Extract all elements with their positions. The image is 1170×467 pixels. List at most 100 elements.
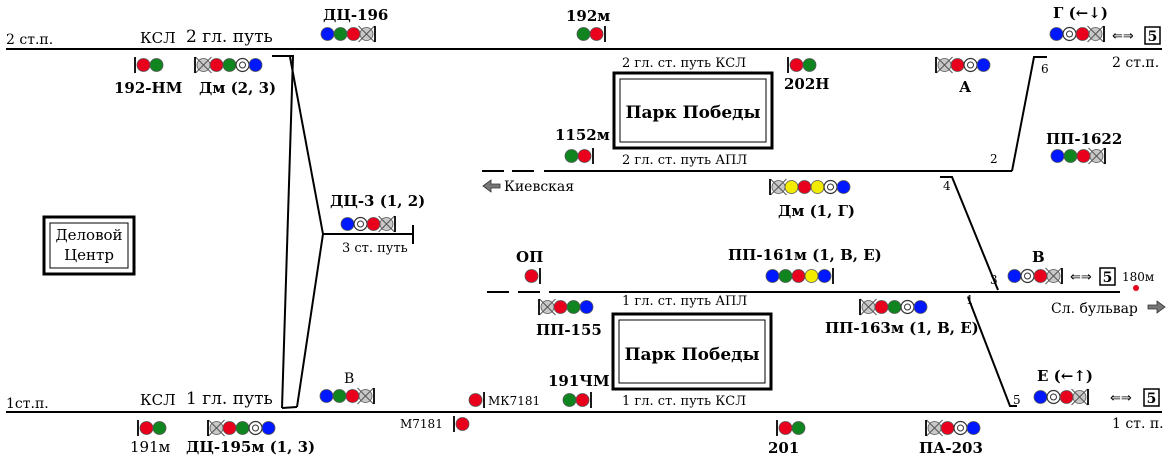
cross-mark: [358, 25, 375, 43]
track-3-label: 3 ст. путь: [342, 241, 408, 256]
station-track-2-apl-label: 2 гл. ст. путь АПЛ: [622, 153, 747, 168]
green-lamp: [222, 58, 237, 72]
red-lamp: [136, 58, 151, 72]
signal-label-v-right: В: [1032, 248, 1045, 266]
red-lamp: [1033, 269, 1048, 283]
delovoy-label-1: Деловой: [55, 226, 122, 244]
cross-mark: [1071, 388, 1088, 406]
signal-pp163: [859, 298, 928, 316]
red-lamp: [577, 149, 592, 163]
signal-pp161: [765, 268, 834, 284]
blue-lamp: [261, 421, 276, 435]
blue-lamp: [836, 180, 851, 194]
white-lamp: [248, 420, 263, 436]
switch-6-number: 6: [1041, 62, 1049, 76]
ksl-bottom-label: КСЛ: [140, 391, 176, 409]
signal-m7181: [453, 416, 470, 432]
station-track-1-apl-label: 1 гл. ст. путь АПЛ: [622, 294, 747, 309]
signal-191m: [137, 420, 167, 436]
green-lamp: [887, 300, 902, 314]
blue-lamp: [248, 58, 263, 72]
signal-dc3: [340, 215, 396, 233]
switch-4-number: 4: [943, 179, 951, 193]
signal-dc195: [207, 419, 276, 437]
signal-dm1g: [769, 178, 851, 196]
crossover-left-upper: [272, 55, 295, 409]
signal-labels: ДЦ-196 192м Г (←↓) 192-НМ Дм (2, 3) 202Н…: [114, 4, 1122, 457]
ksl-top-label: КСЛ: [140, 29, 176, 47]
signal-dc196: [320, 25, 376, 43]
signal-op: [524, 268, 541, 284]
blue-lamp: [1049, 27, 1064, 41]
red-lamp: [468, 393, 483, 407]
green-lamp: [791, 421, 806, 435]
green-lamp: [564, 149, 579, 163]
blue-lamp: [1050, 149, 1065, 163]
signal-label-202n: 202Н: [784, 75, 829, 93]
left-bottom-track-label: 1ст.п.: [6, 396, 49, 412]
yellow-lamp: [784, 180, 799, 194]
red-lamp: [455, 417, 470, 431]
indicator-v-number: 5: [1103, 270, 1113, 286]
main-track-1-label: 1 гл. путь: [186, 389, 273, 409]
red-lamp: [209, 58, 224, 72]
white-lamp-ring: [904, 303, 911, 311]
signal-label-191m: 191м: [130, 438, 171, 456]
green-lamp: [802, 58, 817, 72]
cross-mark: [378, 215, 395, 233]
indicator-v: ⇐⇒ 5: [1070, 267, 1116, 286]
double-arrow-icon: ⇐⇒: [1110, 391, 1132, 406]
white-lamp-ring: [252, 424, 259, 432]
switch-5-number: 5: [1013, 393, 1021, 407]
signal-g: [1049, 25, 1105, 43]
green-lamp: [149, 58, 164, 72]
signal-label-op: ОП: [516, 248, 543, 266]
tracks: [6, 48, 1162, 413]
cross-mark: [539, 298, 556, 316]
signal-label-a: А: [959, 78, 972, 96]
red-lamp: [139, 421, 154, 435]
signal-label-192nm: 192-НМ: [114, 79, 182, 97]
signal-1152m: [564, 148, 594, 164]
signal-202n: [787, 57, 817, 73]
signal-a: [935, 56, 991, 74]
switch-1-line: [967, 296, 1017, 407]
signal-label-m7181: М7181: [400, 417, 443, 431]
signal-label-dc195: ДЦ-195м (1, 3): [186, 438, 315, 456]
signal-label-dm1g: Дм (1, Г): [778, 202, 855, 220]
signal-label-e: Е (←↑): [1037, 367, 1093, 385]
main-track-2-label: 2 гл. путь: [186, 27, 273, 47]
red-lamp: [778, 421, 793, 435]
cross-mark: [195, 56, 212, 74]
signal-192nm: [134, 57, 164, 73]
left-top-track-label: 2 ст.п.: [6, 32, 53, 48]
double-arrow-icon: ⇐⇒: [1112, 29, 1134, 44]
cross-mark: [936, 56, 953, 74]
red-lamp: [346, 27, 361, 41]
delovoy-box: Деловой Центр: [42, 215, 136, 276]
signal-label-dm23: Дм (2, 3): [199, 79, 276, 97]
cross-mark: [1088, 147, 1105, 165]
blue-lamp: [817, 269, 832, 283]
white-lamp: [235, 57, 250, 73]
blue-lamp: [1007, 269, 1022, 283]
red-lamp: [789, 58, 804, 72]
indicator-e: ⇐⇒ 5: [1110, 388, 1160, 407]
signal-191chm: [562, 392, 592, 408]
cross-mark: [860, 298, 877, 316]
blue-lamp: [340, 217, 355, 231]
park-pobedy-label-top: Парк Победы: [625, 103, 760, 123]
indicator-g-number: 5: [1148, 29, 1158, 45]
signal-label-192m: 192м: [566, 7, 610, 25]
park-pobedy-label-bottom: Парк Победы: [624, 345, 759, 365]
white-lamp: [353, 216, 368, 232]
signal-pp1622: [1050, 147, 1106, 165]
crossover-left-foot: [281, 406, 298, 409]
green-lamp: [152, 421, 167, 435]
red-lamp: [940, 421, 955, 435]
cross-mark: [770, 178, 787, 196]
signal-label-pp163: ПП-163м (1, В, Е): [825, 319, 979, 337]
blue-lamp: [320, 27, 335, 41]
red-lamp: [874, 300, 889, 314]
